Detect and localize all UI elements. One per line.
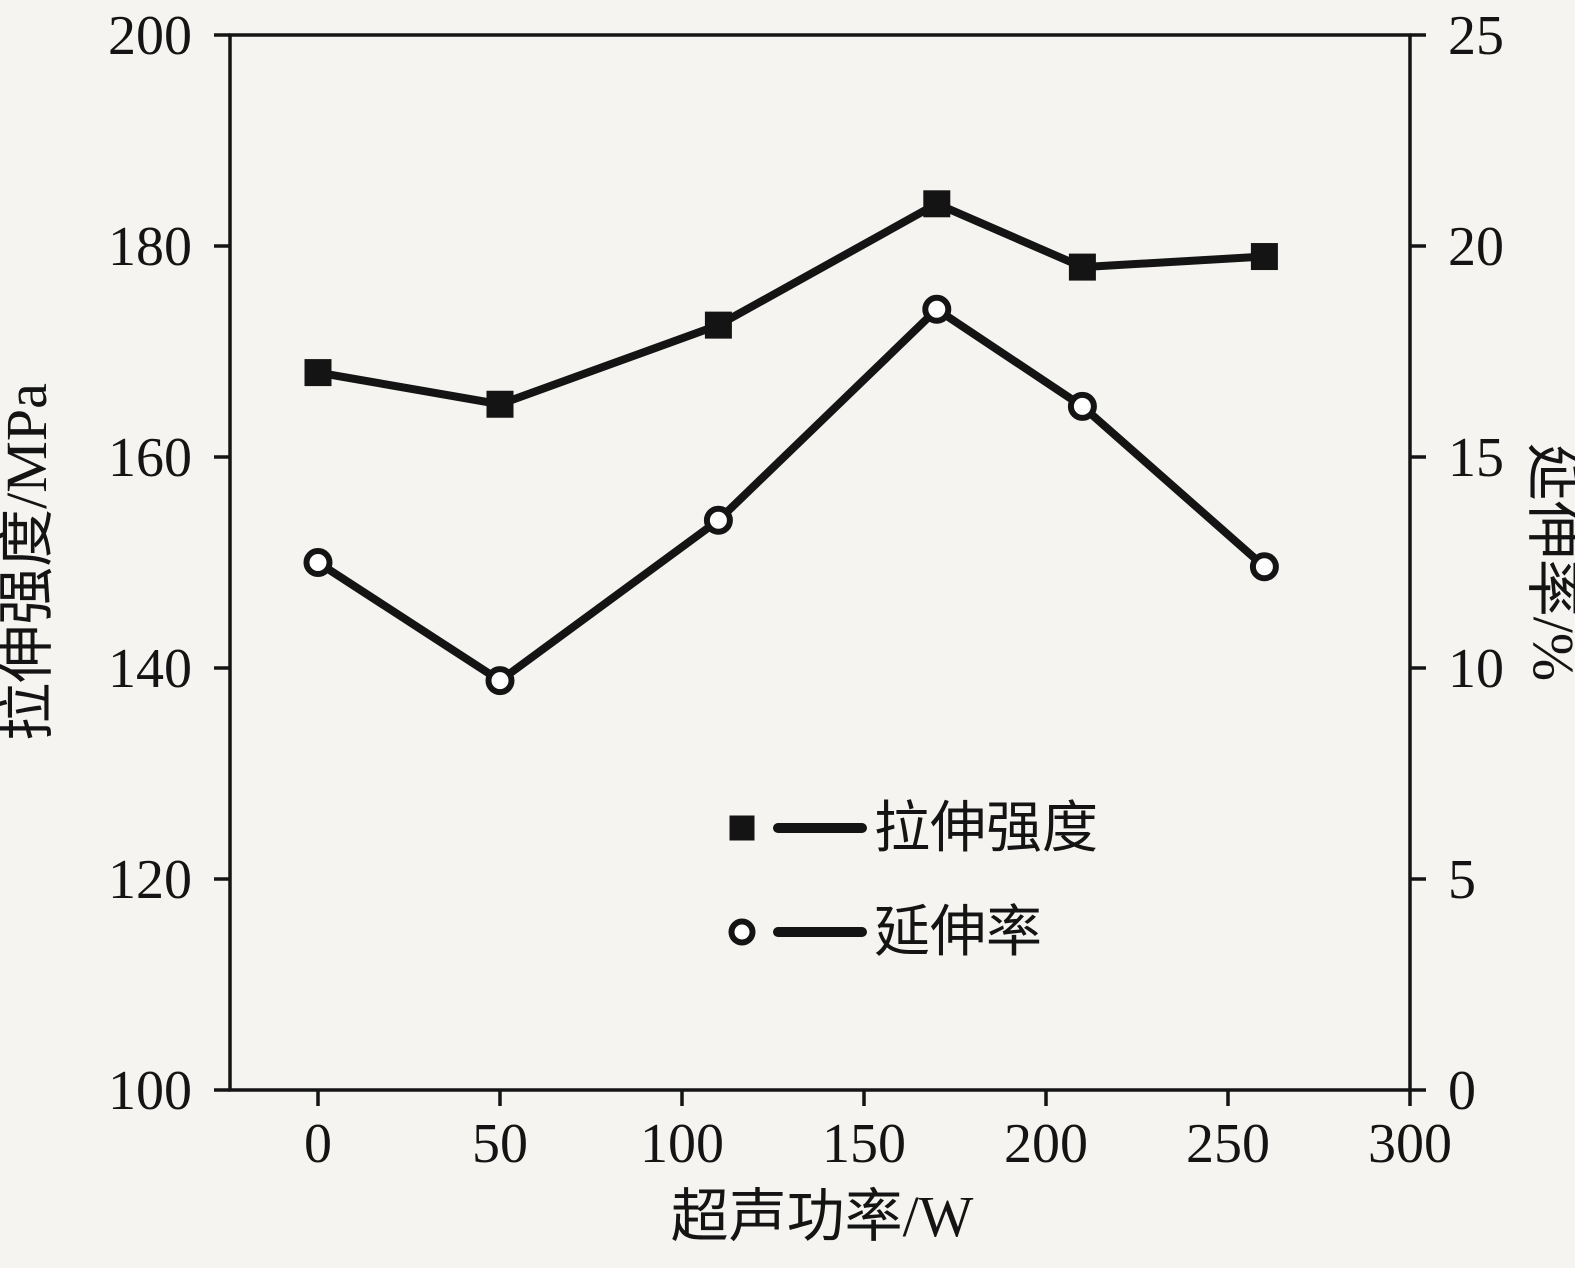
- x-axis-title: 超声功率/W: [671, 1184, 974, 1249]
- right-axis-tick-label: 10: [1448, 638, 1504, 700]
- right-axis-tick-label: 20: [1448, 216, 1504, 278]
- elongation-marker: [485, 666, 515, 696]
- right-axis-tick-label: 0: [1448, 1060, 1476, 1122]
- tensile-strength-marker: [704, 311, 732, 339]
- left-axis-tick-label: 140: [108, 638, 192, 700]
- elongation-marker: [703, 505, 733, 535]
- x-axis-tick-label: 250: [1186, 1113, 1270, 1175]
- x-axis-tick-label: 150: [822, 1113, 906, 1175]
- elongation-marker: [303, 548, 333, 577]
- tensile-strength-marker: [1250, 243, 1278, 271]
- left-axis-tick-label: 200: [108, 5, 192, 67]
- right-axis-tick-label: 25: [1448, 5, 1504, 67]
- right-axis-tick-label: 15: [1448, 427, 1504, 489]
- legend-item-elongation: 延伸率: [728, 902, 1042, 964]
- tensile-strength-marker: [923, 190, 951, 218]
- left-axis-tick-label: 120: [108, 849, 192, 911]
- x-axis-tick-label: 300: [1368, 1113, 1452, 1175]
- left-axis-tick-label: 100: [108, 1060, 192, 1122]
- tensile-strength-marker: [486, 390, 514, 418]
- y-axis-left-title: 拉伸强度/MPa: [0, 383, 59, 741]
- filled-square-marker-icon: [729, 815, 755, 841]
- tensile-strength-marker: [304, 359, 332, 387]
- x-axis-tick-label: 50: [472, 1113, 528, 1175]
- legend-label: 延伸率: [874, 902, 1042, 964]
- x-axis-tick-label: 100: [640, 1113, 724, 1175]
- legend-label: 拉伸强度: [874, 798, 1098, 860]
- elongation-line: [314, 305, 1269, 685]
- plot-frame: [228, 33, 1412, 1092]
- right-axis-tick-label: 5: [1448, 849, 1476, 911]
- x-axis-tick-label: 200: [1004, 1113, 1088, 1175]
- legend-item-tensile-strength: 拉伸强度: [729, 798, 1098, 860]
- elongation-marker: [1067, 391, 1097, 421]
- open-circle-marker-icon: [728, 918, 756, 946]
- elongation-marker: [1249, 552, 1279, 582]
- left-axis-tick-label: 160: [108, 427, 192, 489]
- elongation-marker: [922, 294, 952, 324]
- left-axis-tick-label: 180: [108, 216, 192, 278]
- tensile-strength-line: [314, 199, 1269, 409]
- tensile-strength-marker: [1068, 253, 1096, 281]
- x-axis-tick-label: 0: [304, 1113, 332, 1175]
- y-axis-right-title: 延伸率/%: [1521, 443, 1575, 681]
